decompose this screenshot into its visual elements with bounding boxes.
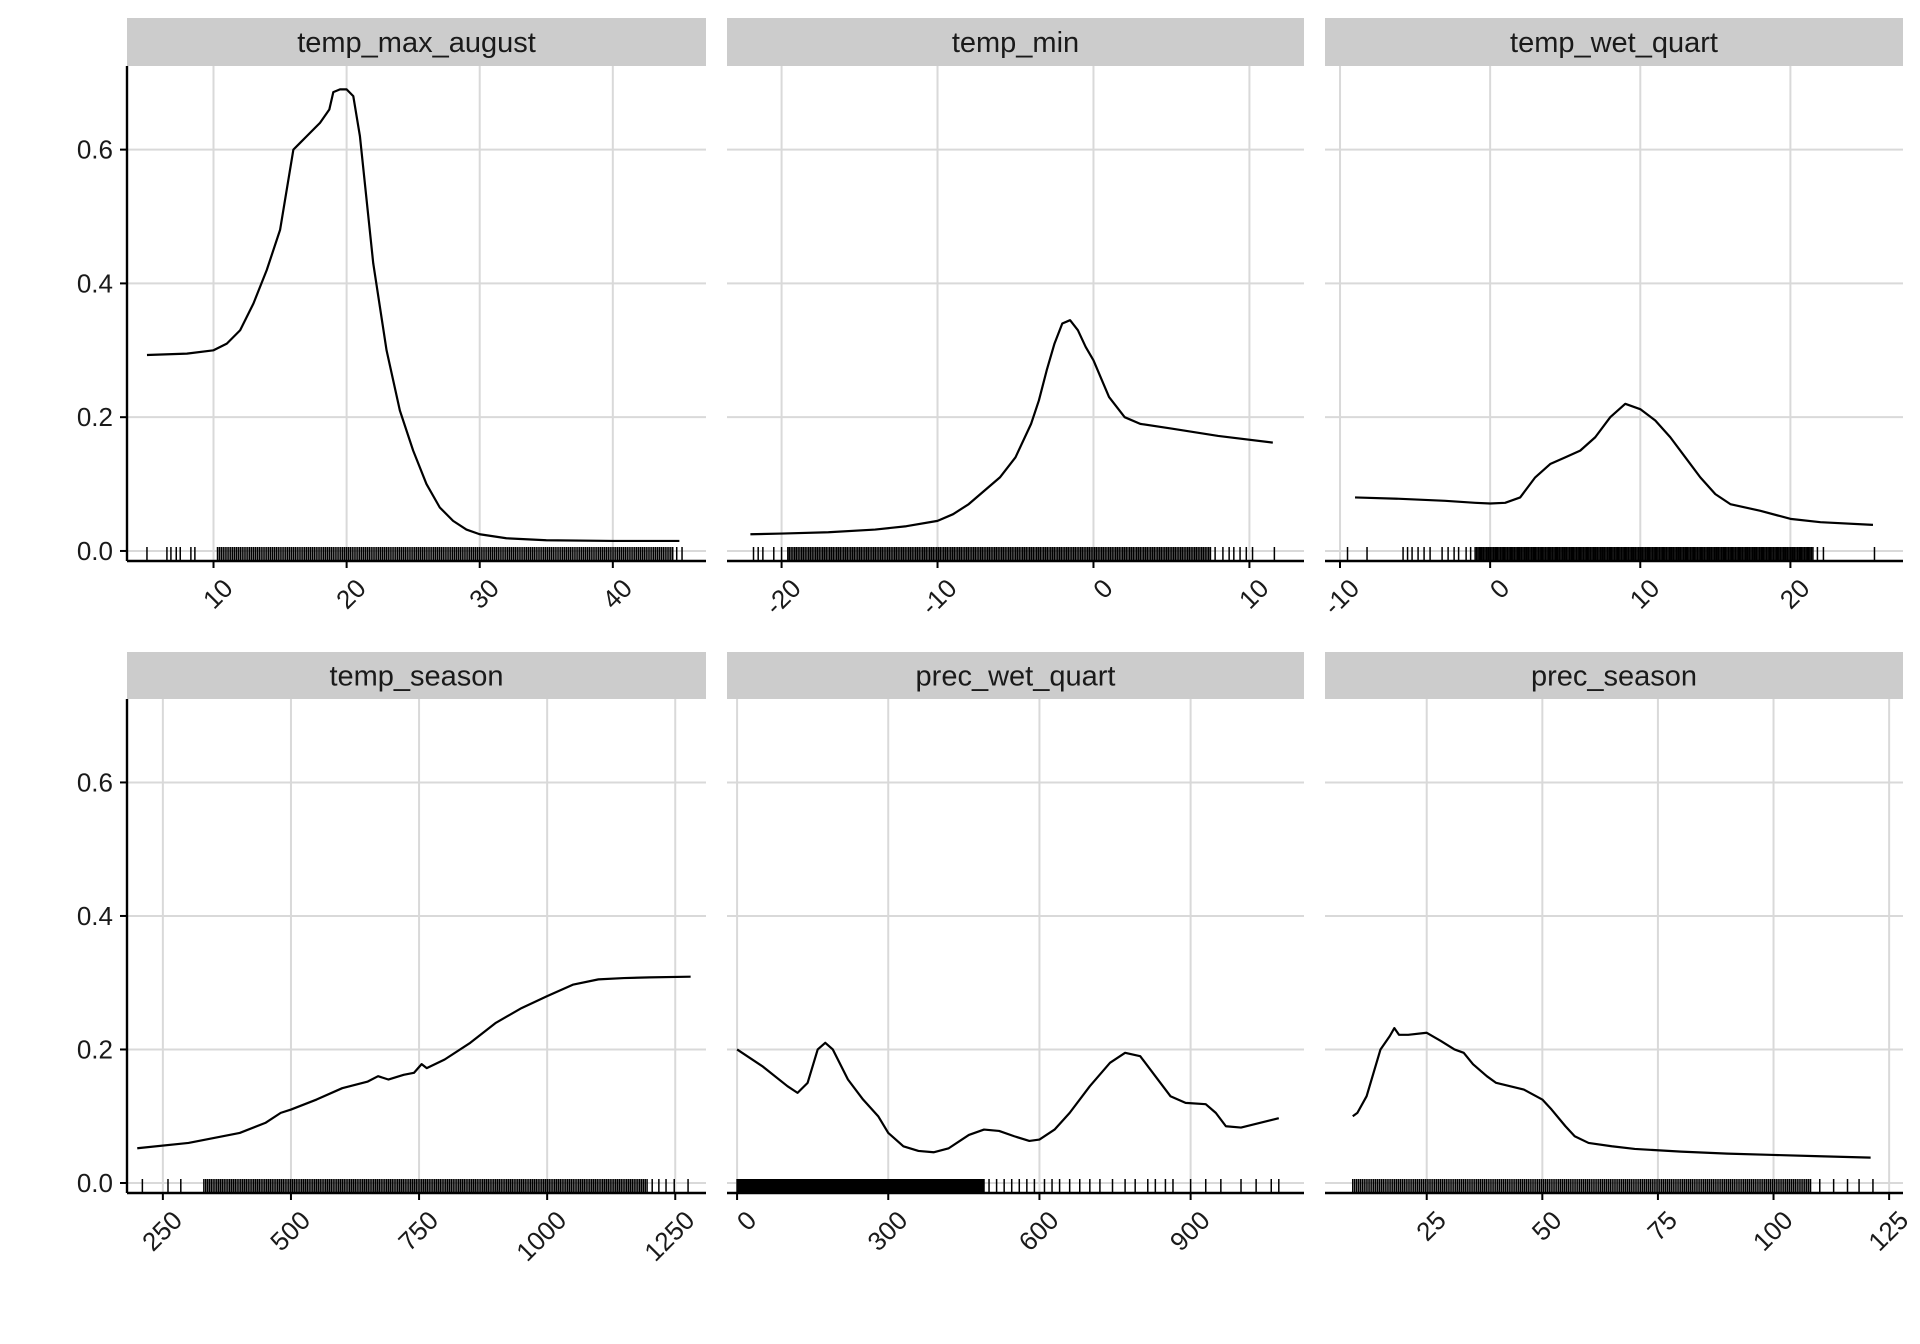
facet-strip (127, 652, 706, 699)
x-tick-label: 300 (861, 1205, 913, 1257)
facet-strip (127, 18, 706, 66)
x-tick-label: -20 (759, 573, 807, 621)
y-tick-label: 0.4 (77, 901, 113, 931)
facet-panel-prec_wet_quart: prec_wet_quart 0 300 600 900 (727, 652, 1304, 1257)
facet-strip-title: temp_wet_quart (1510, 27, 1718, 59)
facet-panel-prec_season: prec_season 25 50 75 100 125 (1325, 652, 1914, 1257)
partial-dependence-line (1352, 1027, 1871, 1159)
x-tick-label: 10 (197, 573, 239, 615)
y-tick-label: 0.4 (77, 268, 113, 298)
facet-strip-title: temp_season (329, 661, 503, 693)
x-tick-label: 50 (1526, 1205, 1568, 1247)
x-tick-label: 1250 (638, 1205, 700, 1267)
x-tick-label: 10 (1624, 573, 1666, 615)
x-tick-label: 600 (1013, 1205, 1065, 1257)
x-tick-label: -10 (915, 573, 963, 621)
x-tick-label: 25 (1410, 1205, 1452, 1247)
y-tick-label: 0.6 (77, 135, 113, 165)
y-tick-label: 0.2 (77, 1034, 113, 1064)
x-tick-label: 0 (731, 1205, 762, 1236)
y-tick-label: 0.2 (77, 402, 113, 432)
partial-dependence-line (736, 1041, 1280, 1154)
x-tick-label: 0 (1484, 573, 1515, 604)
x-tick-label: 75 (1641, 1205, 1683, 1247)
y-tick-label: 0.0 (77, 536, 113, 566)
x-tick-label: 100 (1747, 1205, 1799, 1257)
facet-strip (727, 652, 1304, 699)
x-tick-label: 20 (1774, 573, 1816, 615)
facet-panel-temp_max_august: temp_max_august 0.0 0.2 0.4 0.6 10 20 30 40 (77, 18, 706, 615)
x-tick-label: 900 (1164, 1205, 1216, 1257)
x-tick-label: 250 (136, 1205, 188, 1257)
facet-strip (1325, 18, 1903, 66)
x-tick-label: 125 (1862, 1205, 1914, 1257)
x-tick-label: 20 (330, 573, 372, 615)
partial-dependence-line (137, 975, 691, 1150)
facet-strip-title: prec_wet_quart (916, 661, 1116, 693)
facet-strip (1325, 652, 1903, 699)
facet-panel-temp_season: temp_season 0.0 0.2 0.4 0.6 250 500 750 1000 1250 (77, 652, 706, 1267)
x-tick-label: 40 (596, 573, 638, 615)
facet-strip-title: prec_season (1531, 661, 1697, 693)
y-tick-label: 0.6 (77, 767, 113, 797)
facet-strip (727, 18, 1304, 66)
x-tick-label: -10 (1317, 573, 1365, 621)
facet-panel-temp_min: temp_min -20 -10 0 10 (727, 18, 1304, 621)
x-tick-label: 1000 (510, 1205, 572, 1267)
y-tick-label: 0.0 (77, 1168, 113, 1198)
partial-dependence-line (1354, 402, 1874, 526)
partial-dependence-line (146, 88, 680, 543)
x-tick-label: 500 (264, 1205, 316, 1257)
facet-strip-title: temp_max_august (297, 27, 536, 59)
x-tick-label: 10 (1233, 573, 1275, 615)
x-tick-label: 0 (1087, 573, 1118, 604)
facet-strip-title: temp_min (952, 27, 1079, 59)
x-tick-label: 750 (392, 1205, 444, 1257)
partial-dependence-line (750, 319, 1273, 536)
facet-panel-temp_wet_quart: temp_wet_quart -10 0 10 20 (1317, 18, 1903, 621)
x-tick-label: 30 (463, 573, 505, 615)
